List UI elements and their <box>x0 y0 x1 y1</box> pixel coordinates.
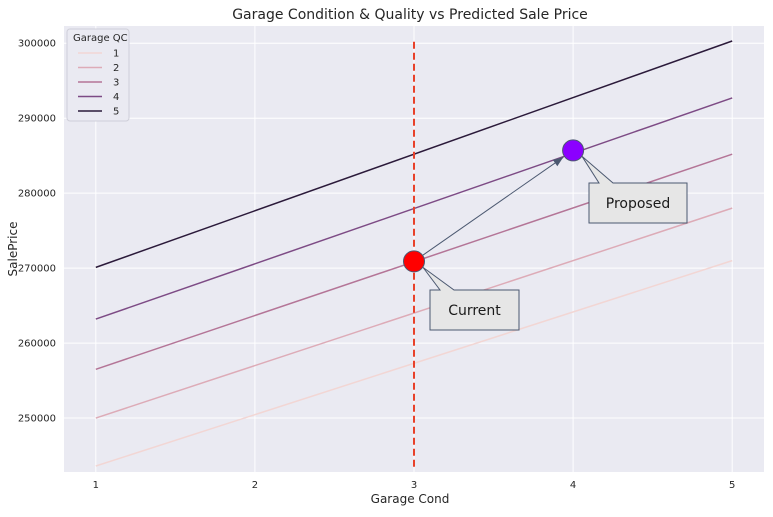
x-tick-label: 4 <box>570 480 576 491</box>
legend-title: Garage QC <box>73 33 128 44</box>
x-tick-label: 5 <box>729 480 735 491</box>
legend-label-2: 2 <box>113 63 119 74</box>
point-group <box>403 139 585 273</box>
annotation-box-proposed <box>581 156 688 224</box>
chart-title: Garage Condition & Quality vs Predicted … <box>232 7 588 23</box>
legend-label-3: 3 <box>113 78 119 89</box>
annotation-label-current: Current <box>448 303 501 319</box>
legend-label-4: 4 <box>113 92 119 103</box>
annotation-group: Current Proposed <box>422 156 688 331</box>
y-tick-label: 280000 <box>18 189 56 200</box>
legend-label-5: 5 <box>113 107 119 118</box>
x-tick-label: 1 <box>93 480 99 491</box>
y-tick-label: 250000 <box>18 414 56 425</box>
y-tick-label: 270000 <box>18 264 56 275</box>
y-axis-label: SalePrice <box>6 222 20 277</box>
arrow-group <box>422 156 564 256</box>
point-proposed <box>562 139 585 162</box>
y-tick-label: 260000 <box>18 339 56 350</box>
x-axis-label: Garage Cond <box>371 492 450 506</box>
annotation-label-proposed: Proposed <box>606 196 670 212</box>
transition-arrow-line <box>422 156 564 256</box>
x-tick-label: 2 <box>252 480 258 491</box>
y-tick-label: 290000 <box>18 114 56 125</box>
transition-arrowhead <box>552 157 564 167</box>
tick-labels: 1 2 3 4 5 250000 260000 270000 280000 290000 30000… <box>18 39 736 491</box>
x-tick-label: 3 <box>411 480 417 491</box>
legend-frame <box>66 28 130 122</box>
y-tick-label: 300000 <box>18 39 56 50</box>
legend-label-1: 1 <box>113 49 119 60</box>
point-current <box>403 250 425 273</box>
annotation-box-current <box>422 266 520 331</box>
legend: Garage QC 1 2 3 4 5 <box>66 28 130 122</box>
series-line-2 <box>95 207 733 419</box>
